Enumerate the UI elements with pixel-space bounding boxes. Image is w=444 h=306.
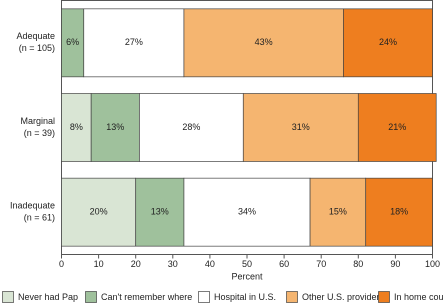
x-tick-label: 80 xyxy=(353,259,363,269)
bar-segment xyxy=(61,93,92,162)
value-label: 21% xyxy=(388,122,406,132)
category-label: Inadequate xyxy=(10,201,55,211)
legend-label: Can't remember where xyxy=(101,292,192,302)
x-tick-label: 10 xyxy=(94,259,104,269)
bar-segment xyxy=(90,93,140,162)
value-label: 6% xyxy=(66,37,79,47)
legend-label: Other U.S. provider xyxy=(302,292,380,302)
value-label: 18% xyxy=(390,207,408,217)
legend-label: Never had Pap xyxy=(18,292,78,302)
x-tick-label: 70 xyxy=(316,259,326,269)
x-axis-label: Percent xyxy=(231,271,263,281)
category-label: Adequate xyxy=(16,31,55,41)
x-tick-label: 20 xyxy=(131,259,141,269)
legend-swatch xyxy=(85,291,97,303)
bar-segment xyxy=(135,177,185,247)
value-label: 43% xyxy=(255,37,273,47)
category-note: (n = 61) xyxy=(24,213,55,223)
legend-swatch xyxy=(2,291,14,303)
value-label: 13% xyxy=(151,207,169,217)
x-tick-label: 100 xyxy=(425,259,440,269)
value-label: 31% xyxy=(292,122,310,132)
category-note: (n = 39) xyxy=(24,128,55,138)
x-tick-label: 60 xyxy=(279,259,289,269)
legend-swatch xyxy=(378,291,390,303)
x-tick-label: 50 xyxy=(242,259,252,269)
value-label: 8% xyxy=(70,122,83,132)
category-note: (n = 105) xyxy=(19,43,55,53)
legend-swatch xyxy=(286,291,298,303)
value-label: 27% xyxy=(125,37,143,47)
bar-segment xyxy=(183,177,311,247)
bar-segment xyxy=(83,8,185,78)
legend-label: Hospital in U.S. xyxy=(214,292,276,302)
x-tick-label: 90 xyxy=(390,259,400,269)
x-tick-label: 40 xyxy=(205,259,215,269)
value-label: 24% xyxy=(379,37,397,47)
value-label: 20% xyxy=(90,207,108,217)
bar-segment xyxy=(343,8,433,78)
bar-segment xyxy=(309,177,367,247)
value-label: 15% xyxy=(329,207,347,217)
value-label: 34% xyxy=(238,207,256,217)
x-tick-label: 0 xyxy=(59,259,64,269)
value-label: 28% xyxy=(182,122,200,132)
bar-segment xyxy=(365,177,433,247)
legend-swatch xyxy=(198,291,210,303)
bar-segment xyxy=(139,93,244,162)
bar-segment xyxy=(61,177,137,247)
legend-label: In home country xyxy=(394,292,444,302)
bar-segment xyxy=(357,93,437,162)
x-tick-label: 30 xyxy=(168,259,178,269)
category-label: Marginal xyxy=(20,116,55,126)
bar-segment xyxy=(183,8,344,78)
value-label: 13% xyxy=(106,122,124,132)
